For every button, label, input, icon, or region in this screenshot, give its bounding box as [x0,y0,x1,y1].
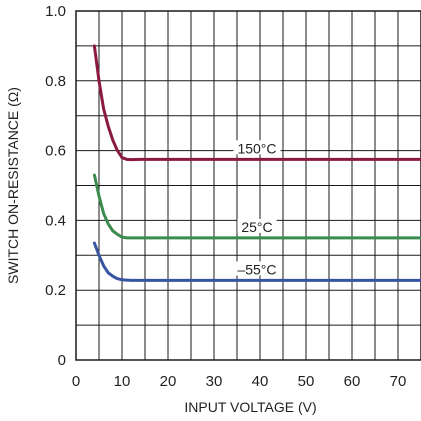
curve-label-background [233,140,281,155]
y-tick-label: 0.4 [45,212,66,229]
series-line [92,44,421,162]
x-tick-label: 50 [298,373,315,390]
series-line [92,173,421,240]
y-axis-title: SWITCH ON-RESISTANCE (Ω) [5,87,21,284]
curve-label: –55°C [237,261,276,277]
y-tick-label: 0.6 [45,143,66,160]
series-layer [92,44,421,282]
x-tick-label: 70 [390,373,407,390]
tick-labels: 0 10 20 30 40 50 60 70 0 0.2 0.4 0.6 0.8 1.0 [45,3,406,390]
plot-frame [75,10,421,361]
curve-label-background [233,261,281,276]
curve-label: 150°C [237,140,276,156]
grid [75,10,421,361]
x-tick-label: 40 [252,373,269,390]
curve-labels: 150°C 25°C –55°C [233,140,281,277]
y-tick-label: 0 [58,352,66,369]
curve-label-background [237,218,277,233]
curve-label: 25°C [241,219,272,235]
x-tick-label: 10 [114,373,131,390]
x-tick-label: 20 [160,373,177,390]
series-line [92,241,421,282]
x-tick-label: 60 [344,373,361,390]
y-tick-label: 0.8 [45,73,66,90]
y-tick-label: 1.0 [45,3,66,20]
x-tick-label: 30 [206,373,223,390]
x-axis-title: INPUT VOLTAGE (V) [184,399,316,415]
y-tick-label: 0.2 [45,282,66,299]
x-tick-label: 0 [72,373,80,390]
